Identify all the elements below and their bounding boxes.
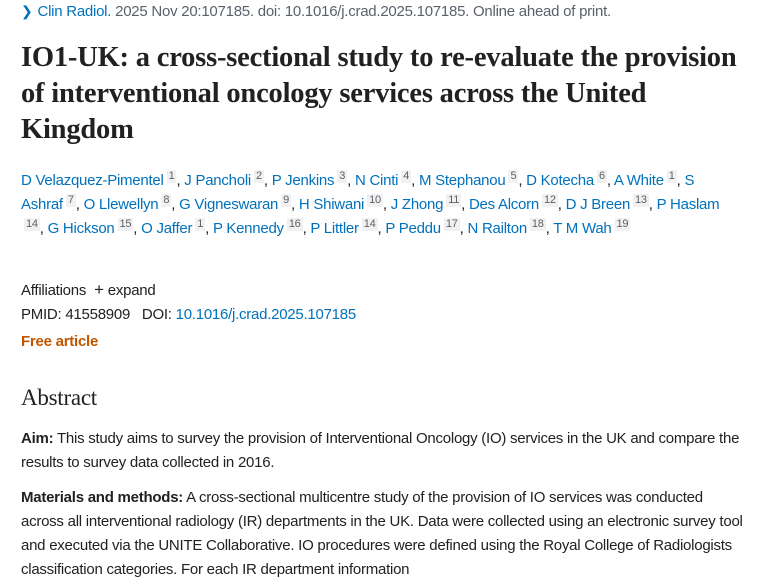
affiliation-number[interactable]: 17 [443, 218, 460, 231]
author-link[interactable]: P Littler [310, 220, 359, 237]
author-item: T M Wah 19 [553, 218, 631, 237]
affiliations-toggle[interactable]: Affiliations + expand [21, 280, 156, 300]
author-item: O Jaffer 1, [141, 218, 213, 237]
author-item: G Vigneswaran 9, [179, 194, 299, 213]
affiliation-number[interactable]: 15 [117, 218, 134, 231]
author-item: G Hickson 15, [47, 218, 142, 237]
author-item: P Littler 14, [310, 218, 386, 237]
affiliations-label: Affiliations [21, 282, 87, 299]
author-item: Des Alcorn 12, [468, 194, 566, 213]
author-link[interactable]: O Jaffer [141, 220, 193, 237]
affiliation-number[interactable]: 1 [195, 218, 206, 231]
author-link[interactable]: G Vigneswaran [179, 196, 279, 213]
pmid-value: 41558909 [65, 306, 131, 323]
affiliation-number[interactable]: 9 [281, 194, 292, 207]
author-link[interactable]: P Jenkins [271, 172, 335, 189]
author-link[interactable]: N Railton [467, 220, 527, 237]
affiliation-number[interactable]: 2 [254, 170, 264, 183]
affiliation-number[interactable]: 7 [65, 194, 76, 207]
affiliation-number[interactable]: 11 [446, 194, 462, 207]
affiliation-number[interactable]: 14 [24, 218, 40, 231]
author-item: D Velazquez-Pimentel 1, [21, 170, 185, 189]
author-item: A White 1, [613, 170, 685, 189]
author-item: P Haslam14, [24, 196, 720, 237]
affiliation-number[interactable]: 1 [666, 170, 677, 183]
author-link[interactable]: G Hickson [47, 220, 115, 237]
author-link[interactable]: S Ashraf [21, 172, 695, 213]
affiliation-number[interactable]: 13 [633, 194, 649, 207]
aim-text: This study aims to survey the provision … [21, 430, 740, 471]
author-item: P Jenkins 3, [271, 170, 355, 189]
author-link[interactable]: D J Breen [565, 196, 631, 213]
aim-label: Aim: [21, 430, 54, 447]
author-item: J Pancholi 2, [184, 170, 272, 189]
author-link[interactable]: P Peddu [385, 220, 441, 237]
author-link[interactable]: H Shiwani [298, 196, 365, 213]
affiliation-number[interactable]: 3 [337, 170, 348, 183]
author-item: H Shiwani 10, [298, 194, 391, 213]
abstract-methods: Materials and methods: A cross-sectional… [21, 486, 746, 582]
author-link[interactable]: O Llewellyn [83, 196, 159, 213]
citation-details: 2025 Nov 20:107185. doi: 10.1016/j.crad.… [115, 3, 611, 20]
author-link[interactable]: J Zhong [390, 196, 444, 213]
author-link[interactable]: N Cinti [354, 172, 399, 189]
affiliation-number[interactable]: 10 [367, 194, 383, 207]
author-item: M Stephanou 5, [418, 170, 527, 189]
author-item: P Kennedy 16, [212, 218, 311, 237]
abstract-aim: Aim: This study aims to survey the provi… [21, 427, 746, 475]
author-link[interactable]: D Kotecha [526, 172, 594, 189]
citation-line: ❯ Clin Radiol. 2025 Nov 20:107185. doi: 1… [21, 3, 611, 20]
affiliation-number[interactable]: 12 [542, 194, 558, 207]
identifiers: PMID: 41558909 DOI: 10.1016/j.crad.2025.… [21, 306, 356, 323]
author-link[interactable]: J Pancholi [184, 172, 252, 189]
author-link[interactable]: M Stephanou [418, 172, 506, 189]
expand-button[interactable]: expand [107, 282, 156, 299]
methods-label: Materials and methods: [21, 489, 184, 506]
author-item: N Railton 18, [467, 218, 554, 237]
author-item: J Zhong 11, [390, 194, 469, 213]
affiliation-number[interactable]: 16 [286, 218, 303, 231]
author-link[interactable]: A White [613, 172, 664, 189]
pmid-label: PMID: [21, 306, 62, 323]
affiliation-number[interactable]: 6 [596, 170, 607, 183]
author-link[interactable]: P Haslam [656, 196, 720, 213]
author-link[interactable]: Des Alcorn [468, 196, 539, 213]
plus-icon[interactable]: + [94, 280, 104, 299]
author-item: S Ashraf 7, [21, 172, 695, 213]
article-title: IO1-UK: a cross-sectional study to re-ev… [21, 42, 737, 145]
affiliation-number[interactable]: 4 [401, 170, 412, 183]
chevron-right-icon[interactable]: ❯ [21, 3, 33, 19]
affiliation-number[interactable]: 14 [361, 218, 378, 231]
doi-link[interactable]: 10.1016/j.crad.2025.107185 [175, 306, 357, 323]
affiliation-number[interactable]: 5 [508, 170, 519, 183]
abstract-heading: Abstract [21, 385, 97, 410]
methods-text: A cross-sectional multicentre study of t… [21, 489, 743, 578]
author-item: D Kotecha 6, [526, 170, 614, 189]
author-item: O Llewellyn 8, [83, 194, 180, 213]
affiliation-number[interactable]: 18 [529, 218, 546, 231]
doi-label: DOI: [141, 306, 172, 323]
author-link[interactable]: P Kennedy [212, 220, 284, 237]
affiliation-number[interactable]: 8 [161, 194, 172, 207]
author-link[interactable]: D Velazquez-Pimentel [21, 172, 164, 189]
author-item: P Peddu 17, [385, 218, 468, 237]
author-item: N Cinti 4, [354, 170, 419, 189]
journal-link[interactable]: Clin Radiol. [37, 3, 112, 20]
affiliation-number[interactable]: 19 [614, 218, 631, 231]
affiliation-number[interactable]: 1 [166, 170, 177, 183]
author-list: D Velazquez-Pimentel 1, J Pancholi 2, P Je… [21, 169, 721, 241]
author-item: D J Breen 13, [565, 194, 657, 213]
free-article-badge: Free article [21, 333, 99, 350]
author-link[interactable]: T M Wah [553, 220, 612, 237]
